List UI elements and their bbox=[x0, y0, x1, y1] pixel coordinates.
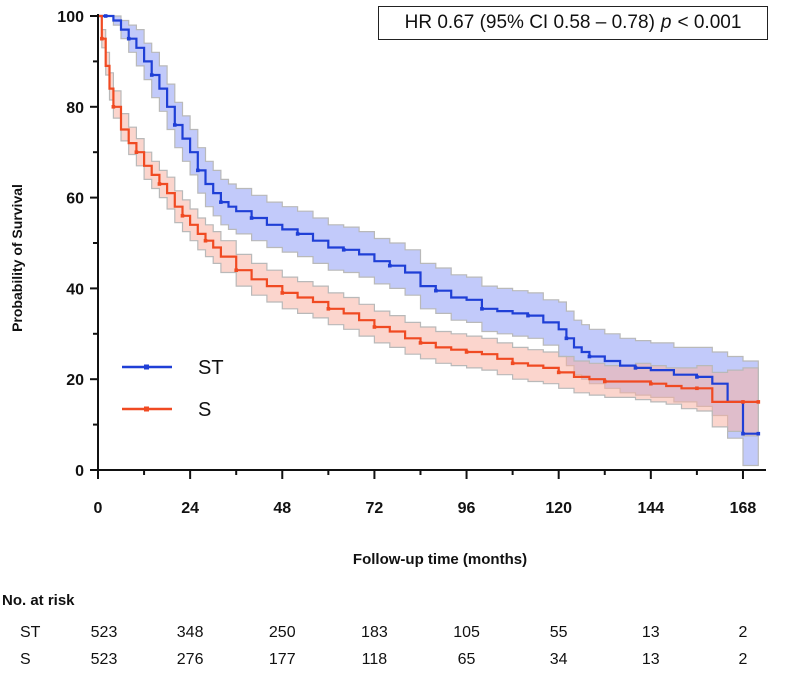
censor-mark bbox=[326, 307, 331, 311]
censor-mark bbox=[756, 400, 761, 404]
x-tick-label: 0 bbox=[94, 500, 103, 517]
censor-mark bbox=[341, 248, 346, 252]
censor-mark bbox=[172, 123, 177, 127]
risk-cell: 13 bbox=[641, 651, 660, 668]
censor-mark bbox=[510, 361, 515, 366]
censor-mark bbox=[249, 216, 254, 220]
risk-cell: 276 bbox=[176, 651, 204, 668]
censor-mark bbox=[100, 36, 104, 41]
censor-mark bbox=[418, 341, 423, 345]
x-tick-label: 96 bbox=[458, 500, 476, 517]
x-tick-label: 48 bbox=[273, 500, 291, 517]
censor-mark bbox=[126, 36, 131, 41]
censor-mark bbox=[157, 182, 162, 186]
survival-line-st bbox=[98, 14, 759, 435]
y-tick-label: 20 bbox=[66, 372, 84, 389]
censor-mark bbox=[203, 238, 208, 243]
censor-mark bbox=[741, 431, 745, 436]
x-tick-label: 144 bbox=[637, 500, 664, 517]
censor-mark bbox=[234, 268, 239, 273]
y-tick-label: 80 bbox=[66, 100, 84, 117]
censor-mark bbox=[526, 313, 530, 318]
x-tick-label: 24 bbox=[181, 500, 199, 517]
legend-marker bbox=[144, 406, 149, 412]
censor-mark bbox=[434, 288, 438, 293]
censor-mark bbox=[196, 168, 200, 173]
censor-mark bbox=[103, 14, 108, 18]
censor-mark bbox=[295, 232, 300, 236]
censor-mark bbox=[111, 105, 116, 109]
risk-table-title: No. at risk bbox=[2, 592, 75, 609]
censor-mark bbox=[464, 350, 469, 354]
censor-mark bbox=[387, 263, 392, 268]
risk-cell: 65 bbox=[457, 651, 476, 668]
risk-cell: 55 bbox=[549, 624, 568, 641]
risk-cell: 250 bbox=[268, 624, 296, 641]
censor-mark bbox=[219, 200, 223, 204]
risk-cell: 177 bbox=[268, 651, 296, 668]
censor-mark bbox=[602, 379, 607, 384]
censor-mark bbox=[756, 431, 761, 436]
risk-cell: 183 bbox=[361, 624, 388, 641]
censor-mark bbox=[633, 366, 638, 370]
x-tick-label: 120 bbox=[545, 500, 572, 517]
x-axis-label: Follow-up time (months) bbox=[353, 551, 527, 568]
y-tick-label: 100 bbox=[57, 9, 84, 26]
ci-band-st bbox=[98, 15, 759, 467]
risk-row-label: S bbox=[20, 651, 31, 668]
x-tick-label: 72 bbox=[366, 500, 384, 517]
confidence-bands bbox=[98, 15, 759, 467]
censor-mark bbox=[556, 370, 561, 375]
risk-cell: 2 bbox=[738, 624, 748, 641]
hr-text: HR 0.67 (95% CI 0.58 – 0.78) bbox=[404, 12, 655, 33]
y-tick-label: 0 bbox=[75, 463, 84, 480]
legend: ST S bbox=[122, 357, 224, 421]
p-label: p bbox=[660, 12, 672, 33]
censor-mark bbox=[180, 213, 185, 218]
censor-mark bbox=[280, 291, 285, 295]
legend-marker bbox=[144, 364, 149, 370]
risk-cell: 348 bbox=[176, 624, 204, 641]
censor-mark bbox=[649, 381, 653, 386]
censor-mark bbox=[741, 400, 745, 404]
p-value: < 0.001 bbox=[677, 12, 742, 33]
risk-cell: 523 bbox=[90, 624, 118, 641]
y-tick-label: 40 bbox=[66, 281, 84, 298]
risk-cell: 523 bbox=[90, 651, 118, 668]
x-tick-label: 168 bbox=[730, 500, 757, 517]
censor-mark bbox=[695, 386, 699, 391]
risk-row-label: ST bbox=[20, 624, 41, 641]
hazard-ratio-annotation: HR 0.67 (95% CI 0.58 – 0.78) p < 0.001 bbox=[378, 6, 768, 40]
y-axis-label: Probability of Survival bbox=[9, 184, 25, 332]
y-tick-label: 60 bbox=[66, 191, 84, 208]
censor-mark bbox=[480, 307, 484, 311]
censor-mark bbox=[149, 73, 154, 77]
censor-mark bbox=[372, 325, 377, 329]
censor-mark bbox=[587, 354, 592, 359]
axes: 0 20 40 60 80 100 0 24 48 72 96 120 144 168 Follow-up … bbox=[9, 9, 766, 568]
risk-cell: 105 bbox=[453, 624, 480, 641]
risk-cell: 34 bbox=[549, 651, 568, 668]
legend-label-s: S bbox=[198, 399, 211, 421]
censor-mark bbox=[564, 336, 569, 341]
censor-mark bbox=[695, 375, 699, 379]
censor-mark bbox=[134, 150, 139, 154]
ci-band-s bbox=[98, 15, 759, 437]
risk-cell: 118 bbox=[361, 651, 388, 668]
legend-label-st: ST bbox=[198, 357, 224, 379]
survival-curves bbox=[98, 14, 761, 436]
risk-cell: 2 bbox=[738, 651, 748, 668]
risk-cell: 13 bbox=[641, 624, 660, 641]
